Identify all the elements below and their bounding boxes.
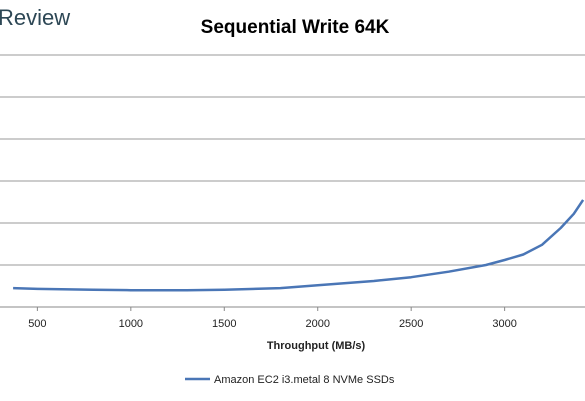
line — [13, 199, 585, 292]
x-axis-title: Throughput (MB/s) — [267, 340, 366, 352]
chart-title: Sequential Write 64K — [201, 17, 390, 38]
x-tick-label: 2000 — [305, 318, 329, 330]
logo: Review — [0, 5, 70, 30]
x-tick-label: 500 — [28, 318, 46, 330]
x-tick-label: 3000 — [492, 318, 516, 330]
x-tick-label: 1500 — [212, 318, 236, 330]
x-tick-label: 2500 — [399, 318, 423, 330]
x-tick-label: 1000 — [119, 318, 143, 330]
legend-label: Amazon EC2 i3.metal 8 NVMe SSDs — [214, 374, 395, 386]
